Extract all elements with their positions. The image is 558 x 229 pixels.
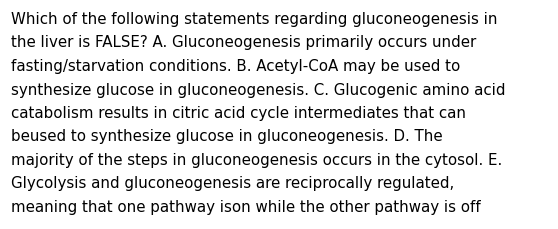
Text: the liver is FALSE? A. Gluconeogenesis primarily occurs under: the liver is FALSE? A. Gluconeogenesis p… [11,35,476,50]
Text: Glycolysis and gluconeogenesis are reciprocally regulated,: Glycolysis and gluconeogenesis are recip… [11,176,454,191]
Text: synthesize glucose in gluconeogenesis. C. Glucogenic amino acid: synthesize glucose in gluconeogenesis. C… [11,82,506,97]
Text: beused to synthesize glucose in gluconeogenesis. D. The: beused to synthesize glucose in gluconeo… [11,129,442,144]
Text: majority of the steps in gluconeogenesis occurs in the cytosol. E.: majority of the steps in gluconeogenesis… [11,152,502,167]
Text: Which of the following statements regarding gluconeogenesis in: Which of the following statements regard… [11,12,498,27]
Text: meaning that one pathway ison while the other pathway is off: meaning that one pathway ison while the … [11,199,481,214]
Text: fasting/starvation conditions. B. Acetyl-CoA may be used to: fasting/starvation conditions. B. Acetyl… [11,59,460,74]
Text: catabolism results in citric acid cycle intermediates that can: catabolism results in citric acid cycle … [11,106,466,120]
